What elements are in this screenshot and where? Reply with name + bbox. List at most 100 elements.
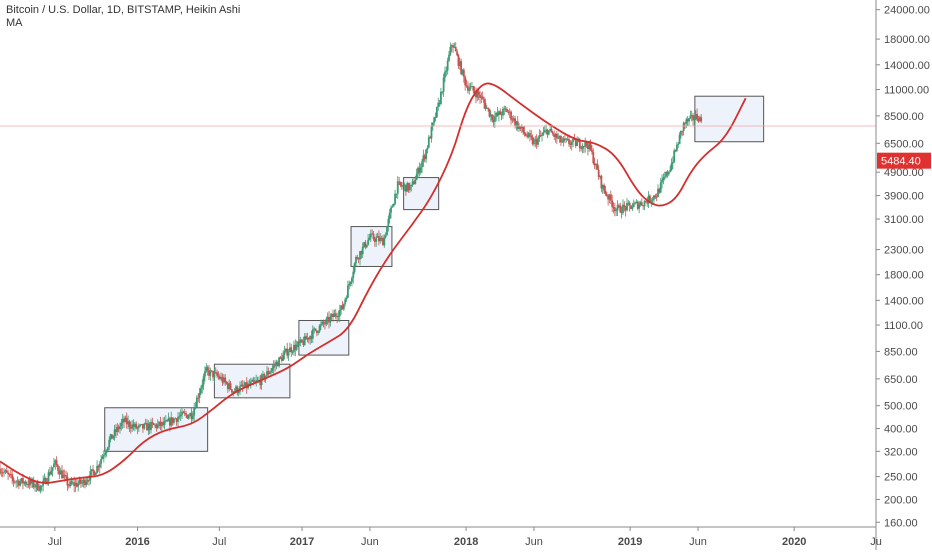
candle-body: [156, 424, 159, 428]
indicator-label[interactable]: MA: [6, 17, 23, 29]
candle-body: [13, 481, 16, 483]
candle-body: [554, 133, 557, 137]
candle-body: [171, 417, 174, 423]
candle-body: [148, 423, 151, 430]
candle-body: [241, 384, 244, 387]
y-tick-label: 2300.00: [884, 245, 924, 257]
candle-body: [406, 182, 409, 192]
candle-body: [26, 483, 28, 485]
candle-body: [419, 167, 422, 173]
candle-body: [413, 181, 415, 185]
candle-body: [88, 480, 90, 481]
candle-body: [217, 375, 220, 377]
candle-body: [268, 372, 271, 375]
candle-body: [630, 205, 632, 209]
candle-body: [348, 283, 351, 286]
candle-body: [650, 200, 653, 202]
candle-body: [529, 133, 531, 136]
candle-body: [286, 348, 289, 356]
candle-body: [16, 480, 19, 482]
candle-body: [512, 118, 515, 121]
candle-body: [267, 371, 270, 375]
candle-body: [599, 175, 601, 177]
candle-body: [249, 381, 252, 385]
candle-body: [421, 161, 423, 168]
candle-body: [678, 134, 681, 145]
candle-body: [305, 336, 307, 340]
candle-body: [387, 218, 390, 227]
candle-body: [270, 370, 272, 373]
candle-body: [229, 383, 232, 390]
candle-body: [661, 179, 663, 183]
candle-body: [5, 470, 8, 473]
candle-body: [491, 114, 494, 121]
candle-body: [546, 129, 549, 135]
candle-body: [588, 141, 591, 150]
candle-body: [38, 490, 41, 491]
candle-body: [143, 423, 146, 429]
candle-body: [445, 70, 448, 72]
candle-body: [328, 316, 330, 323]
candle-body: [446, 60, 449, 71]
candle-body: [315, 330, 318, 333]
x-tick-label: Jun: [689, 536, 707, 548]
x-tick-label: Jun: [361, 536, 379, 548]
candle-body: [337, 316, 340, 318]
ma-line-group: [0, 82, 747, 484]
candle-body: [177, 417, 179, 422]
candle-body: [376, 236, 379, 238]
candle-body: [297, 341, 299, 345]
candle-body: [520, 126, 523, 129]
candle-body: [0, 472, 3, 474]
candle-body: [47, 472, 50, 482]
candle-body: [426, 147, 429, 150]
ma-line: [0, 82, 747, 484]
candle-body: [167, 418, 170, 422]
candle-body: [109, 434, 112, 440]
candle-body: [604, 190, 607, 195]
candle-body: [336, 315, 338, 318]
candle-body: [112, 435, 115, 439]
candle-body: [293, 344, 295, 352]
candle-body: [404, 184, 407, 192]
candle-body: [379, 237, 382, 242]
candle-body: [469, 86, 472, 89]
y-tick-label: 18000.00: [884, 34, 930, 46]
candle-body: [197, 397, 200, 399]
symbol-title[interactable]: Bitcoin / U.S. Dollar, 1D, BITSTAMP, Hei…: [6, 4, 241, 16]
candle-body: [636, 201, 639, 209]
candle-body: [80, 479, 82, 484]
candle-body: [622, 204, 624, 214]
y-tick-label: 400.00: [884, 424, 918, 436]
candle-body: [395, 193, 398, 195]
candle-body: [30, 479, 32, 484]
candle-body: [164, 420, 167, 422]
x-axis[interactable]: Jul 2016 Jul 2017 Jun 2018 Jun 2019 Jun 2020 Ju: [0, 526, 882, 548]
candle-body: [302, 341, 305, 345]
candle-body: [313, 328, 316, 330]
candle-body: [553, 134, 556, 137]
candle-body: [349, 281, 352, 284]
candle-body: [533, 141, 535, 145]
candle-body: [558, 136, 561, 138]
candle-body: [291, 351, 294, 353]
candle-body: [638, 204, 641, 209]
candle-body: [555, 133, 558, 139]
candle-body: [450, 45, 453, 47]
candle-body: [400, 185, 403, 187]
candle-body: [514, 118, 516, 126]
candle-body: [634, 202, 636, 204]
y-axis[interactable]: 24000.00 18000.00 14000.00 11000.00 8500.00 6…: [875, 0, 931, 550]
candle-body: [667, 171, 670, 175]
candle-body: [209, 370, 212, 376]
candle-body: [200, 388, 202, 394]
candle-body: [63, 474, 66, 476]
candle-body: [124, 417, 127, 422]
candle-body: [368, 237, 371, 240]
candle-body: [580, 148, 583, 149]
x-tick-label: 2016: [125, 536, 149, 548]
candle-body: [62, 474, 65, 479]
candle-body: [686, 119, 689, 122]
